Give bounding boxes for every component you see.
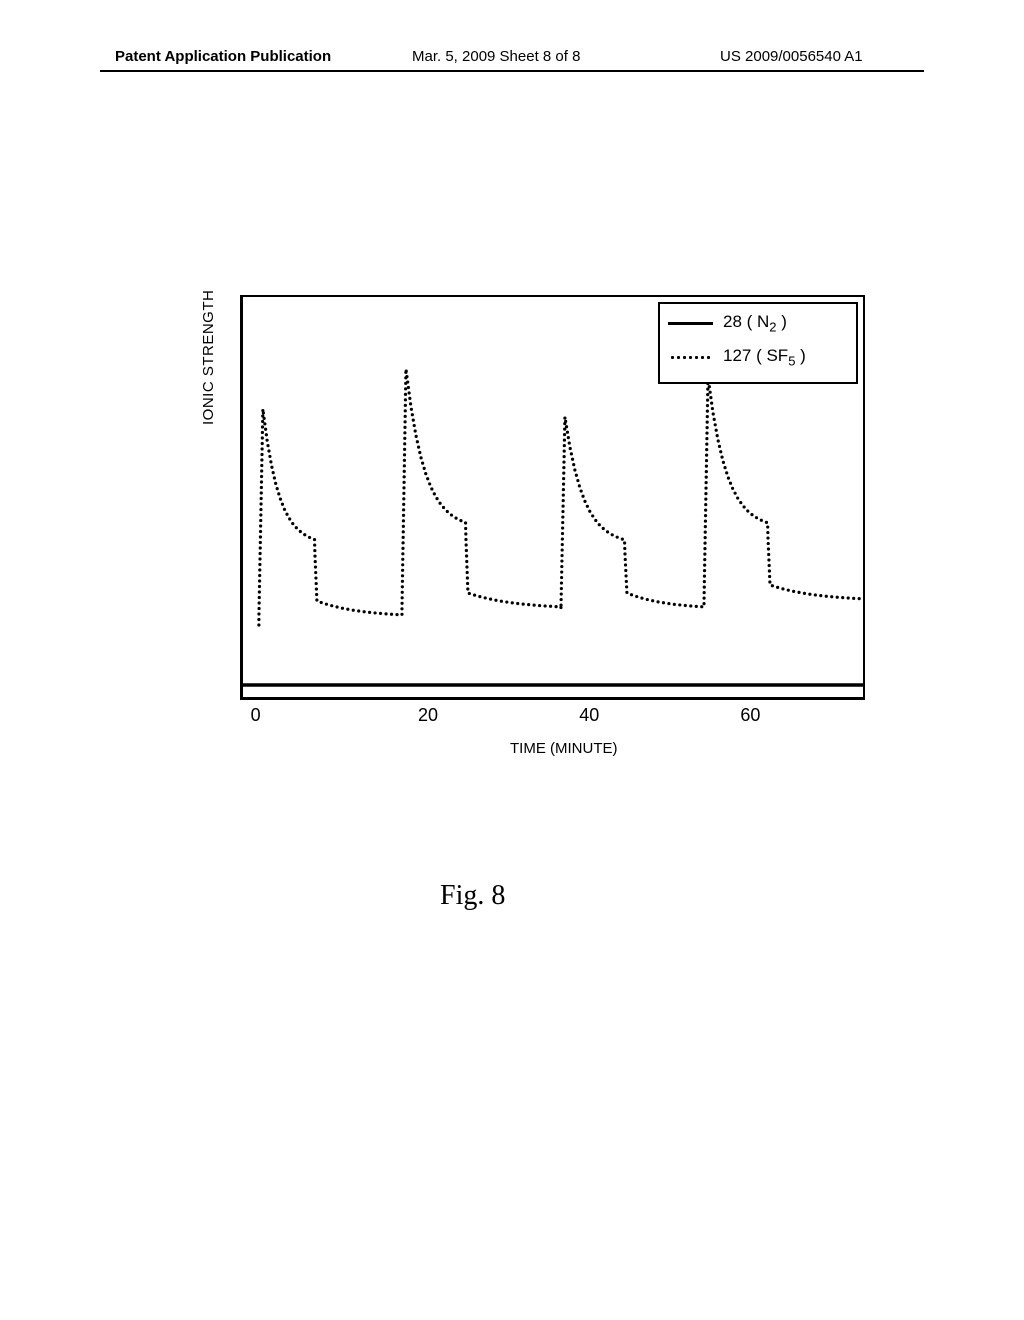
header-publication-number: US 2009/0056540 A1 (720, 48, 863, 65)
x-axis-label: TIME (MINUTE) (510, 740, 617, 757)
figure-caption: Fig. 8 (440, 880, 505, 912)
legend-label-n2: 28 ( N2 ) (723, 312, 787, 334)
header-publication-type: Patent Application Publication (115, 48, 331, 65)
header-date-sheet: Mar. 5, 2009 Sheet 8 of 8 (412, 48, 580, 65)
x-tick-label: 0 (251, 705, 261, 726)
plot-area: 28 ( N2 ) 127 ( SF5 ) (240, 295, 865, 700)
y-axis-label: IONIC STRENGTH (200, 290, 217, 425)
legend-item-n2: 28 ( N2 ) (668, 308, 848, 338)
legend-box: 28 ( N2 ) 127 ( SF5 ) (658, 302, 858, 384)
legend-label-sf5: 127 ( SF5 ) (723, 346, 806, 368)
legend-item-sf5: 127 ( SF5 ) (668, 342, 848, 372)
x-tick-label: 40 (579, 705, 599, 726)
legend-swatch-dotted (668, 356, 713, 359)
x-tick-label: 60 (740, 705, 760, 726)
series-sf5-dots (257, 370, 860, 627)
legend-swatch-solid (668, 322, 713, 325)
chart-container: IONIC STRENGTH 28 ( N2 ) 127 ( SF5 ) 020… (170, 295, 870, 755)
x-tick-label: 20 (418, 705, 438, 726)
header-divider (100, 70, 924, 72)
